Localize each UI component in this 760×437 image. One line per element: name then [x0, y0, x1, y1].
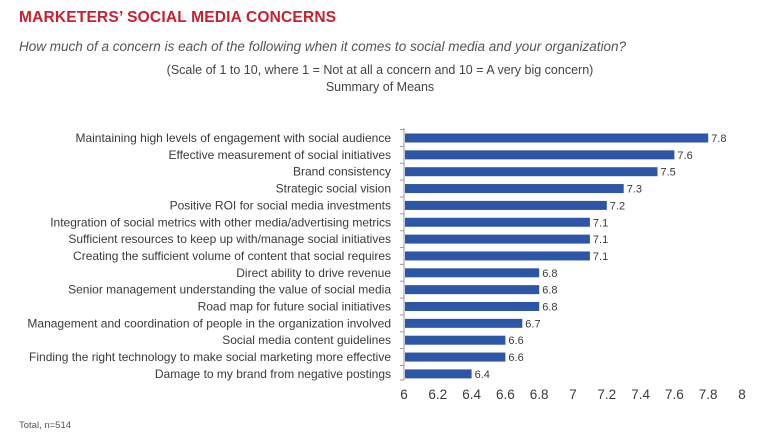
category-label: Road map for future social initiatives [198, 300, 391, 314]
category-label: Brand consistency [293, 165, 391, 179]
value-label: 6.8 [542, 285, 557, 297]
category-label: Sufficient resources to keep up with/man… [68, 232, 391, 246]
footnote: Total, n=514 [19, 420, 72, 431]
bar [405, 150, 675, 160]
category-label: Direct ability to drive revenue [236, 266, 391, 280]
category-label: Senior management understanding the valu… [68, 283, 391, 297]
category-label: Damage to my brand from negative posting… [155, 367, 391, 381]
value-label: 6.8 [542, 268, 557, 280]
x-tick-label: 7.6 [665, 387, 684, 402]
category-label: Management and coordination of people in… [27, 316, 391, 330]
category-label: Maintaining high levels of engagement wi… [75, 131, 391, 145]
category-label: Social media content guidelines [222, 333, 391, 347]
x-tick-label: 6 [400, 387, 408, 402]
value-label: 6.7 [525, 318, 540, 330]
x-tick-label: 6.6 [496, 387, 515, 402]
x-tick-label: 6.2 [428, 387, 447, 402]
value-label: 7.6 [677, 150, 692, 162]
x-tick-label: 6.8 [530, 387, 549, 402]
chart-subtitle: How much of a concern is each of the fol… [19, 39, 627, 54]
value-label: 6.8 [542, 302, 557, 314]
bar [405, 352, 506, 362]
bar [405, 200, 607, 210]
bar [405, 217, 590, 227]
value-label: 7.2 [610, 200, 625, 212]
category-label: Strategic social vision [276, 182, 391, 196]
bar [405, 268, 540, 278]
value-label: 6.6 [508, 352, 523, 364]
x-tick-label: 6.4 [462, 387, 481, 402]
value-label: 7.8 [711, 133, 726, 145]
bar [405, 167, 658, 177]
value-label: 7.1 [593, 217, 608, 229]
bar [405, 251, 590, 261]
bar [405, 318, 523, 328]
value-label: 6.6 [508, 335, 523, 347]
category-label: Positive ROI for social media investment… [170, 198, 391, 212]
bar [405, 369, 472, 379]
x-tick-label: 8 [738, 387, 746, 402]
value-label: 7.1 [593, 251, 608, 263]
value-label: 6.4 [475, 369, 490, 381]
value-label: 7.1 [593, 234, 608, 246]
chart-title: MARKETERS’ SOCIAL MEDIA CONCERNS [19, 9, 337, 26]
scale-note: (Scale of 1 to 10, where 1 = Not at all … [166, 63, 594, 77]
category-label: Creating the sufficient volume of conten… [73, 249, 391, 263]
bar [405, 234, 590, 244]
category-label: Finding the right technology to make soc… [29, 350, 391, 364]
x-tick-label: 7.8 [699, 387, 718, 402]
bar [405, 133, 709, 143]
bar [405, 184, 624, 194]
x-tick-label: 7 [569, 387, 577, 402]
x-tick-label: 7.2 [597, 387, 616, 402]
bar [405, 335, 506, 345]
bar [405, 302, 540, 311]
category-label: Integration of social metrics with other… [50, 215, 391, 229]
category-label: Effective measurement of social initiati… [168, 148, 391, 162]
bar [405, 285, 540, 295]
summary-label: Summary of Means [325, 80, 435, 94]
value-label: 7.3 [627, 184, 642, 196]
value-label: 7.5 [661, 167, 676, 179]
x-tick-label: 7.4 [631, 387, 650, 402]
